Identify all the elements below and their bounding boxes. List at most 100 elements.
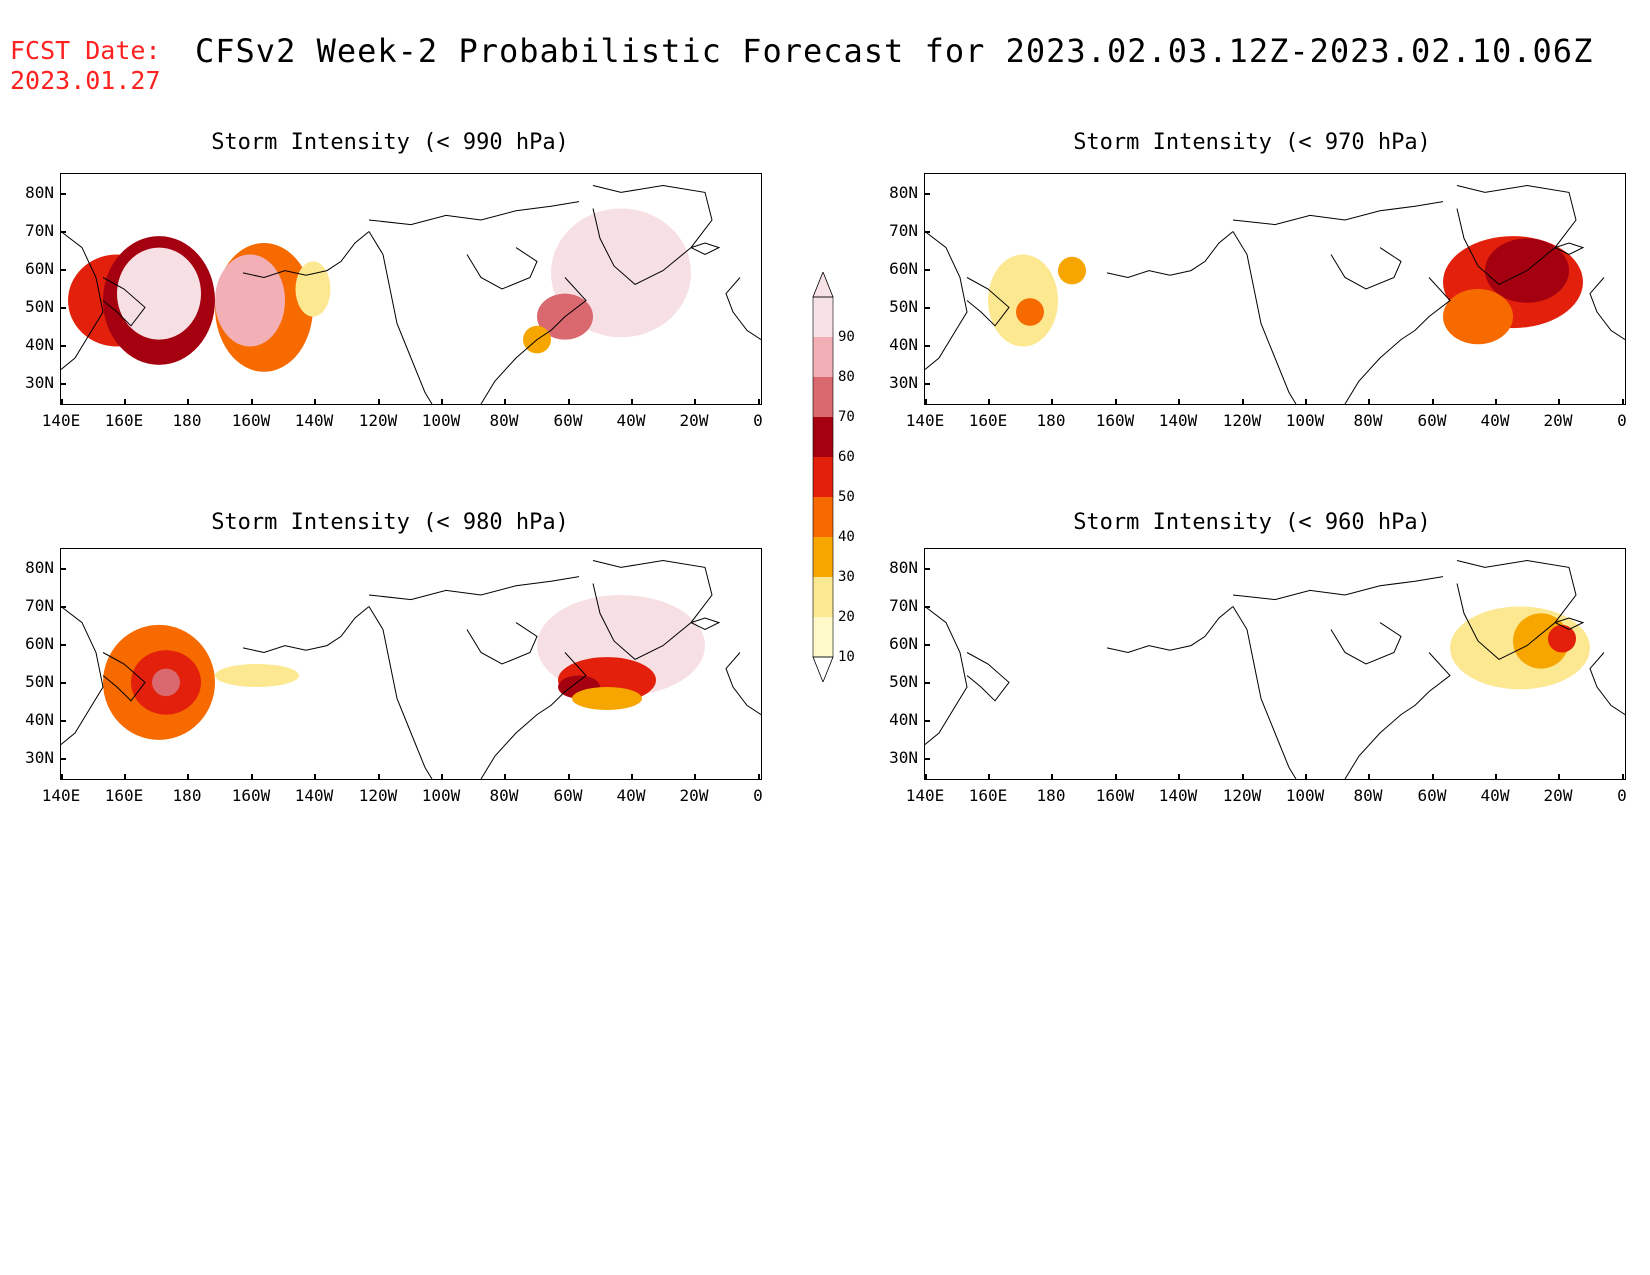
latitude-tick [924, 568, 930, 570]
colorbar-segment [813, 457, 833, 497]
probability-area [215, 664, 299, 687]
longitude-tick [1178, 774, 1180, 780]
latitude-tick [924, 720, 930, 722]
longitude-tick [1305, 399, 1307, 405]
panel-title: Storm Intensity (< 960 hPa) [1073, 510, 1431, 535]
longitude-label: 160E [104, 786, 144, 805]
coastline [368, 606, 433, 779]
probability-area [1016, 298, 1044, 326]
longitude-label: 160W [231, 411, 271, 430]
longitude-tick [1242, 399, 1244, 405]
latitude-label: 80N [25, 183, 54, 202]
latitude-tick [924, 606, 930, 608]
longitude-tick [124, 399, 126, 405]
coastline [1232, 231, 1297, 404]
latitude-label: 40N [889, 710, 918, 729]
longitude-label: 80W [1353, 786, 1383, 805]
map-panel [60, 548, 762, 780]
longitude-tick [1305, 774, 1307, 780]
colorbar-label: 30 [838, 569, 855, 585]
latitude-label: 30N [889, 373, 918, 392]
longitude-label: 100W [1285, 411, 1325, 430]
probability-area [215, 254, 285, 347]
longitude-tick [1432, 399, 1434, 405]
coastline [966, 652, 1010, 702]
longitude-label: 20W [679, 411, 709, 430]
longitude-tick [441, 774, 443, 780]
coastline [1232, 606, 1297, 779]
colorbar-segment [813, 297, 833, 337]
longitude-label: 160W [1095, 411, 1135, 430]
latitude-tick [924, 345, 930, 347]
longitude-label: 140W [1158, 411, 1198, 430]
latitude-label: 80N [889, 558, 918, 577]
coastline [368, 576, 580, 601]
coastline [1554, 242, 1585, 256]
coastline [1589, 277, 1625, 341]
colorbar-outline [812, 296, 834, 658]
longitude-label: 120W [358, 411, 398, 430]
longitude-label: 140E [41, 411, 81, 430]
longitude-tick [1622, 774, 1624, 780]
longitude-label: 100W [1285, 786, 1325, 805]
latitude-tick [924, 231, 930, 233]
latitude-label: 60N [25, 634, 54, 653]
probability-area [1443, 289, 1513, 345]
longitude-label: 140W [1158, 786, 1198, 805]
latitude-tick [924, 758, 930, 760]
longitude-tick [314, 774, 316, 780]
coastline [1232, 201, 1444, 226]
longitude-tick [1495, 774, 1497, 780]
latitude-label: 70N [25, 221, 54, 240]
longitude-tick [1115, 399, 1117, 405]
latitude-tick [924, 193, 930, 195]
coastline [925, 231, 968, 370]
panel-title: Storm Intensity (< 970 hPa) [1073, 130, 1431, 155]
coastline [368, 231, 433, 404]
longitude-tick [251, 774, 253, 780]
longitude-label: 120W [1222, 786, 1262, 805]
longitude-label: 20W [1543, 786, 1573, 805]
coastline [690, 617, 721, 631]
colorbar-top-arrow [812, 272, 834, 298]
panel-title: Storm Intensity (< 990 hPa) [211, 130, 569, 155]
map-canvas [925, 559, 1625, 779]
longitude-label: 140E [41, 786, 81, 805]
longitude-label: 40W [616, 411, 646, 430]
longitude-tick [1558, 774, 1560, 780]
longitude-label: 0 [1617, 411, 1627, 430]
longitude-label: 160W [1095, 786, 1135, 805]
latitude-tick [60, 193, 66, 195]
longitude-label: 40W [1480, 786, 1510, 805]
map-panel [924, 173, 1626, 405]
latitude-label: 80N [889, 183, 918, 202]
coastline [242, 231, 370, 279]
latitude-label: 50N [889, 672, 918, 691]
coastline [242, 606, 370, 654]
colorbar-label: 70 [838, 409, 855, 425]
latitude-label: 30N [889, 748, 918, 767]
coastline [1344, 277, 1451, 404]
longitude-label: 160E [968, 786, 1008, 805]
longitude-tick [925, 774, 927, 780]
colorbar-segment [813, 337, 833, 377]
map-canvas [925, 184, 1625, 404]
coastline [102, 652, 146, 702]
latitude-tick [60, 345, 66, 347]
colorbar-label: 10 [838, 649, 855, 665]
longitude-label: 60W [1417, 786, 1447, 805]
latitude-label: 70N [889, 596, 918, 615]
forecast-date-value: 2023.01.27 [10, 66, 161, 95]
longitude-label: 180 [1036, 786, 1066, 805]
latitude-label: 80N [25, 558, 54, 577]
longitude-label: 120W [358, 786, 398, 805]
coastline [368, 201, 580, 226]
latitude-label: 50N [889, 297, 918, 316]
coastline [466, 247, 538, 290]
colorbar-label: 50 [838, 489, 855, 505]
longitude-label: 140E [905, 786, 945, 805]
longitude-tick [1622, 399, 1624, 405]
longitude-label: 20W [1543, 411, 1573, 430]
coastline [690, 242, 721, 256]
colorbar [812, 272, 834, 682]
